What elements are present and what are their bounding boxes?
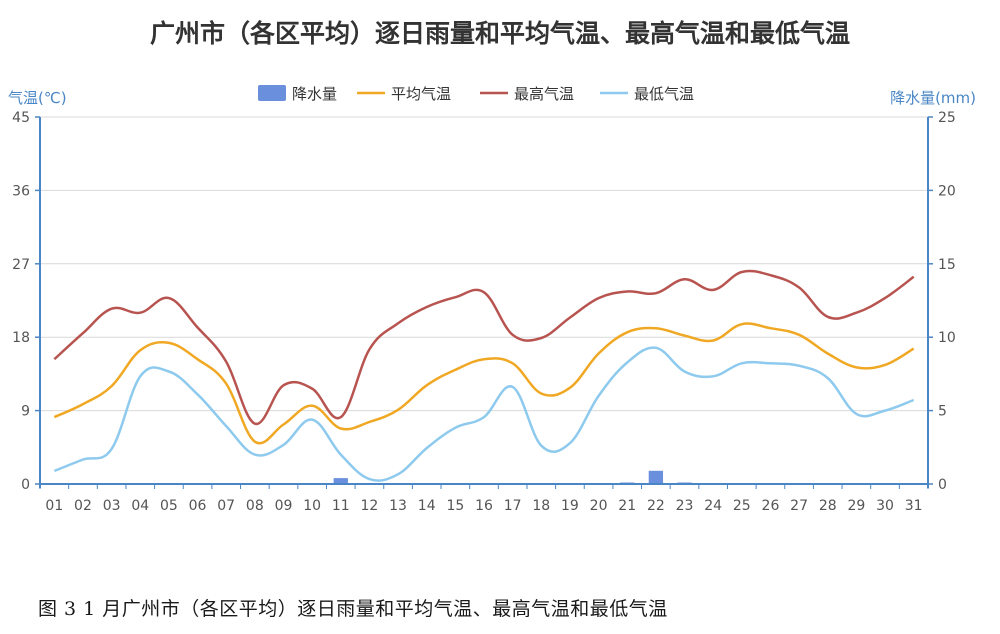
- legend: 降水量 平均气温 最高气温 最低气温: [258, 85, 694, 103]
- x-tick-label: 05: [160, 498, 178, 514]
- y-left-tick-label: 0: [21, 477, 30, 493]
- x-tick-label: 23: [676, 498, 694, 514]
- y-right-tick-label: 5: [938, 404, 947, 420]
- x-tick-label: 16: [475, 498, 493, 514]
- y-left-axis-label: 气温(℃): [8, 89, 67, 107]
- precip-bar: [648, 470, 664, 484]
- x-tick-label: 19: [561, 498, 579, 514]
- x-tick-label: 11: [332, 498, 350, 514]
- chart-title: 广州市（各区平均）逐日雨量和平均气温、最高气温和最低气温: [149, 19, 850, 48]
- x-tick-label: 28: [819, 498, 837, 514]
- temperature-lines: [53, 269, 915, 482]
- x-tick-label: 20: [590, 498, 608, 514]
- figure-caption: 图 3 1 月广州市（各区平均）逐日雨量和平均气温、最高气温和最低气温: [38, 598, 668, 620]
- x-tick-label: 03: [103, 498, 121, 514]
- x-tick-label: 25: [733, 498, 751, 514]
- x-tick-label: 13: [389, 498, 407, 514]
- x-tick-label: 15: [446, 498, 464, 514]
- x-tick-label: 02: [74, 498, 92, 514]
- x-tick-label: 27: [790, 498, 808, 514]
- y-right-tick-label: 0: [938, 477, 947, 493]
- y-right-axis-label: 降水量(mm): [890, 89, 976, 107]
- x-tick-label: 12: [361, 498, 379, 514]
- x-tick-label: 08: [246, 498, 264, 514]
- max-temp-legend-label: 最高气温: [514, 85, 574, 103]
- x-tick-label: 10: [303, 498, 321, 514]
- x-tick-label: 29: [847, 498, 865, 514]
- y-left-tick-label: 9: [21, 404, 30, 420]
- x-tick-label: 07: [217, 498, 235, 514]
- x-tick-label: 14: [418, 498, 436, 514]
- avg-temp-line: [53, 322, 915, 445]
- precip-bar: [333, 478, 348, 484]
- x-tick-label: 26: [762, 498, 780, 514]
- x-tick-label: 01: [45, 498, 63, 514]
- x-tick-label: 30: [876, 498, 894, 514]
- min-temp-legend-label: 最低气温: [634, 85, 694, 103]
- grid-lines: [40, 116, 928, 412]
- y-right-tick-label: 25: [938, 110, 956, 126]
- x-tick-label: 17: [504, 498, 522, 514]
- y-left-tick-label: 27: [12, 257, 30, 273]
- x-tick-label: 31: [905, 498, 923, 514]
- avg-temp-legend-label: 平均气温: [391, 85, 451, 103]
- y-left-tick-label: 18: [12, 330, 30, 346]
- x-tick-label: 21: [618, 498, 636, 514]
- x-tick-label: 18: [532, 498, 550, 514]
- x-tick-label: 24: [704, 498, 722, 514]
- precip-bars: [333, 470, 692, 484]
- y-right-tick-label: 10: [938, 330, 956, 346]
- max-temp-line: [53, 269, 915, 425]
- x-tick-label: 22: [647, 498, 665, 514]
- y-right-tick-label: 20: [938, 183, 956, 199]
- y-right-tick-label: 15: [938, 257, 956, 273]
- precip-legend-swatch: [258, 85, 286, 101]
- y-left-tick-label: 45: [12, 110, 30, 126]
- y-left-tick-label: 36: [12, 183, 30, 199]
- x-tick-label: 06: [189, 498, 207, 514]
- min-temp-line: [53, 346, 915, 482]
- x-tick-label: 09: [275, 498, 293, 514]
- precip-legend-label: 降水量: [292, 85, 337, 103]
- x-tick-label: 04: [131, 498, 149, 514]
